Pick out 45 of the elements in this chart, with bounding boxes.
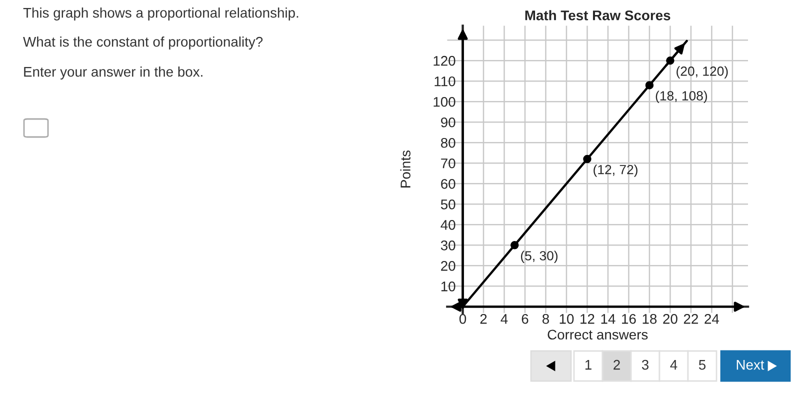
x-tick-label: 12 (580, 314, 594, 324)
point (583, 154, 592, 164)
annotation: (5, 30) (520, 250, 558, 264)
text: This graph shows a proportional relationship. (23, 8, 298, 20)
y-tick-label: 110 (434, 76, 456, 86)
text: 1 (585, 360, 592, 370)
text: Next (736, 360, 764, 370)
text: 4 (670, 360, 678, 370)
annotation: (20, 120) (676, 66, 728, 78)
annotation: (12, 72) (594, 164, 638, 177)
y-tick-label: 70 (441, 158, 456, 168)
chart-title: Math Test Raw Scores (525, 10, 670, 20)
y-axis-title: Points (400, 150, 410, 188)
x-tick-label: 2 (480, 314, 487, 324)
point (666, 56, 674, 65)
x-tick-label: 10 (560, 314, 574, 324)
x-tick-label: 20 (663, 314, 678, 324)
x-tick-label: 4 (500, 314, 508, 324)
x-axis-title: Correct answers (548, 330, 648, 340)
y-tick-label: 10 (441, 282, 456, 292)
x-tick-label: 0 (459, 314, 466, 324)
text: 5 (698, 360, 706, 370)
y-tick-label: 50 (440, 199, 456, 210)
x-tick-label: 14 (601, 314, 616, 324)
y-tick-label: 40 (440, 220, 456, 230)
y-tick-label: 30 (440, 240, 456, 250)
point (510, 241, 519, 250)
text: Enter your answer in the box. (24, 66, 202, 80)
text: 3 (642, 360, 648, 370)
y-tick-label: 20 (441, 261, 456, 271)
y-tick-label: 120 (434, 56, 456, 66)
x-tick-label: 6 (522, 314, 528, 324)
x-tick-label: 24 (704, 314, 720, 324)
x-tick-label: 16 (622, 314, 636, 324)
y-tick-label: 60 (441, 178, 456, 189)
y-tick-label: 80 (440, 138, 456, 148)
text: 2 (614, 360, 620, 370)
x-tick-label: 22 (684, 314, 698, 324)
annotation: (18, 108) (656, 90, 708, 104)
text: What is the constant of proportionality? (23, 36, 263, 50)
y-tick-label: 90 (441, 117, 456, 128)
x-tick-label: 8 (542, 314, 549, 324)
point (645, 81, 654, 90)
x-tick-label: 18 (642, 314, 657, 324)
y-tick-label: 100 (434, 96, 456, 107)
